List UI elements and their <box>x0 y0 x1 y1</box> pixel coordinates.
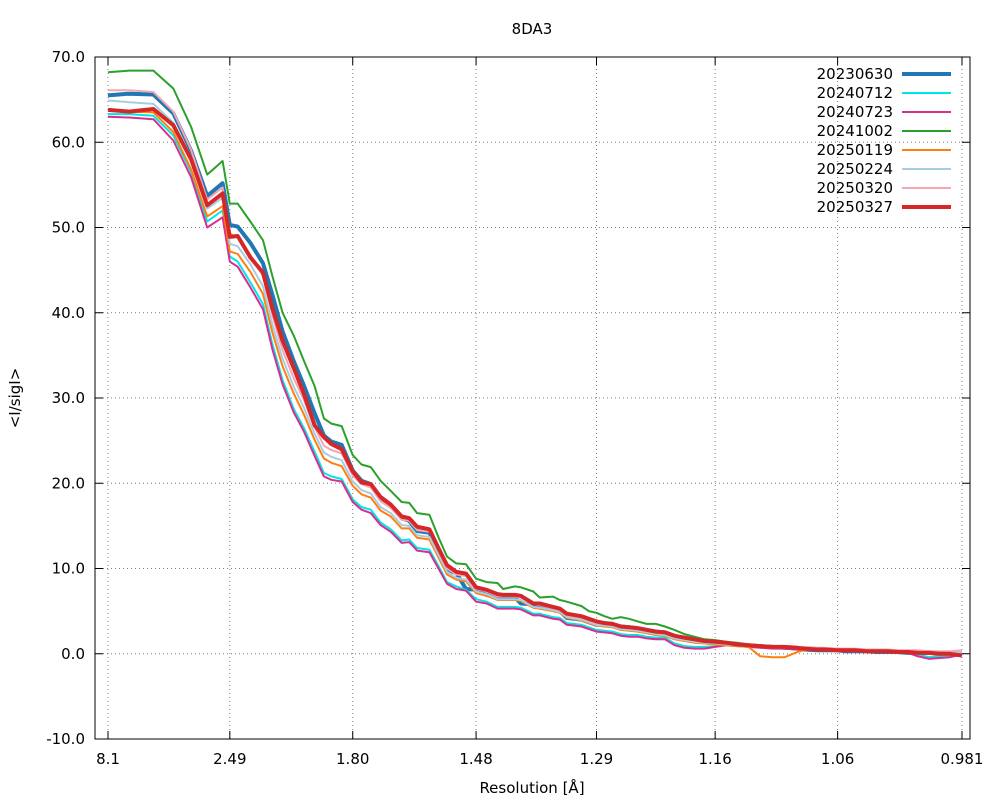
x-tick-label: 1.16 <box>698 750 731 768</box>
x-tick-label: 1.06 <box>821 750 854 768</box>
y-tick-label: -10.0 <box>46 730 85 748</box>
x-axis-label: Resolution [Å] <box>479 778 584 797</box>
x-tick-label: 1.29 <box>580 750 613 768</box>
plot-border <box>94 56 971 740</box>
y-tick-label: 10.0 <box>52 560 85 578</box>
y-tick-label: 70.0 <box>52 48 85 66</box>
legend-label: 20240723 <box>817 103 893 121</box>
y-tick-label: 50.0 <box>52 219 85 237</box>
legend-label: 20250327 <box>817 198 893 216</box>
x-tick-label: 0.981 <box>941 750 984 768</box>
legend-label: 20250320 <box>817 179 893 197</box>
y-tick-label: 60.0 <box>52 133 85 151</box>
x-tick-label: 8.1 <box>96 750 120 768</box>
y-tick-label: 0.0 <box>61 645 85 663</box>
x-tick-label: 2.49 <box>213 750 246 768</box>
chart-title: 8DA3 <box>512 20 553 38</box>
legend: 2023063020240712202407232024100220250119… <box>817 65 951 216</box>
y-axis-label: <I/sigI> <box>6 368 24 429</box>
x-tick-label: 1.80 <box>336 750 369 768</box>
series-line-20250327 <box>107 107 963 658</box>
y-tick-label: 40.0 <box>52 304 85 322</box>
axes: -10.0 0.0 10.0 20.0 30.0 40.0 50.0 60.0 70.0 8.1 2… <box>46 48 983 768</box>
y-tick-label: 30.0 <box>52 389 85 407</box>
plot-area <box>107 69 963 660</box>
legend-label: 20250119 <box>817 141 893 159</box>
legend-label: 20240712 <box>817 84 893 102</box>
legend-label: 20250224 <box>817 160 893 178</box>
legend-label: 20230630 <box>817 65 893 83</box>
y-tick-label: 20.0 <box>52 474 85 492</box>
legend-label: 20241002 <box>817 122 893 140</box>
x-tick-label: 1.48 <box>459 750 492 768</box>
